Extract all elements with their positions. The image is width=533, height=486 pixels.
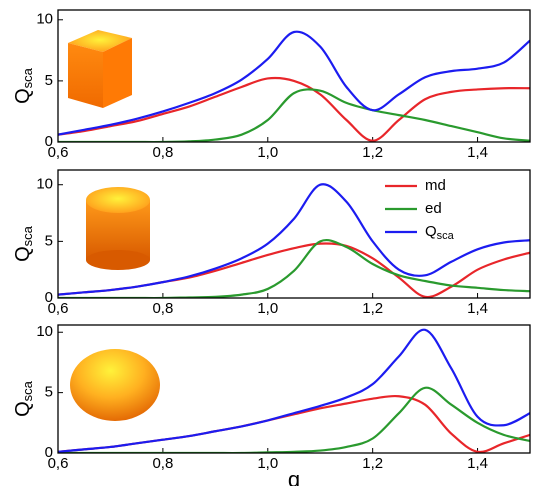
series-line [58,183,530,296]
x-tick-label: 1,2 [362,455,383,472]
x-tick-label: 1,4 [467,455,488,472]
x-tick-label: 1,2 [362,144,383,161]
cube-icon [68,30,132,108]
series-line [58,76,530,142]
x-tick-label: 0,8 [152,300,173,317]
x-tick-label: 1,2 [362,300,383,317]
y-tick-label: 0 [45,444,53,461]
x-tick-label: 1,0 [257,455,278,472]
y-tick-label: 10 [36,176,53,193]
y-tick-label: 10 [36,11,53,28]
series-line [58,88,530,142]
legend-label: md [425,177,446,194]
x-tick-label: 0,6 [48,300,69,317]
legend-name: ed [425,200,442,217]
series-line [58,386,530,453]
y-axis-label: Qsca [12,67,35,104]
y-label-main: Q [12,88,34,104]
y-label-sub: sca [20,225,35,246]
x-tick-label: 0,8 [152,455,173,472]
series-line [58,238,530,298]
y-tick-label: 0 [45,133,53,150]
series-line [58,30,530,136]
y-label-main: Q [12,246,34,262]
x-tick-label: 0,8 [152,144,173,161]
y-axis-label: Qsca [12,380,35,417]
y-label-main: Q [12,401,34,417]
legend-name: md [425,177,446,194]
y-tick-label: 5 [45,232,53,249]
legend-label: Qsca [425,223,455,242]
cylinder-icon [86,187,150,270]
y-axis-label: Qsca [12,225,35,262]
x-tick-label: 1,0 [257,144,278,161]
plot-frame [57,324,531,454]
y-tick-label: 5 [45,72,53,89]
series-line [58,328,530,453]
x-tick-label: 1,0 [257,300,278,317]
plot-frame [57,9,531,143]
legend-label: ed [425,200,442,217]
y-label-sub: sca [20,380,35,401]
x-tick-label: 0,6 [48,144,69,161]
y-tick-label: 5 [45,384,53,401]
spheroid-icon [70,349,160,421]
y-label-sub: sca [20,67,35,88]
x-axis-label: q [288,467,300,486]
legend-sub: sca [437,230,455,242]
legend-name: Q [425,223,437,240]
x-tick-label: 1,4 [467,144,488,161]
x-tick-label: 0,6 [48,455,69,472]
plot-frame [57,169,531,299]
x-tick-label: 1,4 [467,300,488,317]
y-tick-label: 0 [45,289,53,306]
y-tick-label: 10 [36,323,53,340]
